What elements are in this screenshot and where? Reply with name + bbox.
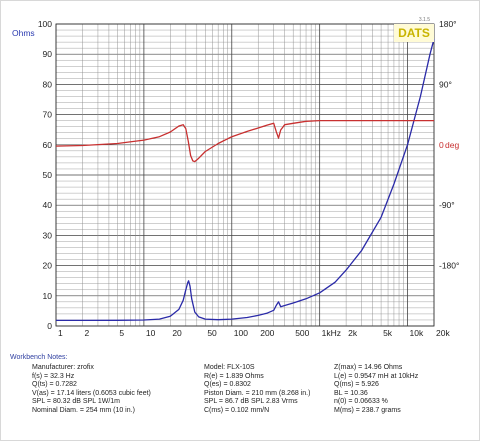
plot-border (55, 23, 435, 327)
dats-badge: DATS 3.1.5 (394, 17, 434, 42)
y2-tick-label: 0 (439, 140, 444, 150)
y2-tick-label: 180° (439, 19, 457, 29)
y-tick-label: 20 (43, 261, 53, 271)
notes-column-2: Model: FLX-10S R(e) = 1.839 Ohms Q(es) =… (204, 364, 310, 416)
y-tick-label: 0 (47, 321, 52, 331)
note-line: C(ms) = 0.102 mm/N (204, 406, 270, 414)
y-tick-label: 10 (43, 291, 53, 301)
x-tick-label: 100 (234, 328, 248, 338)
note-line: Z(max) = 14.96 Ohms (334, 364, 403, 371)
x-tick-label: 5k (383, 328, 393, 338)
x-tick-label: 1 (58, 328, 63, 338)
x-tick-label: 2 (84, 328, 89, 338)
note-line: Piston Diam. = 210 mm (8.268 in.) (204, 389, 311, 397)
note-line: Nominal Diam. = 254 mm (10 in.) (32, 406, 135, 414)
y-tick-label: 100 (38, 19, 52, 29)
x-tick-label: 10k (410, 328, 424, 338)
x-tick-label: 5 (119, 328, 124, 338)
x-tick-label: 20 (172, 328, 182, 338)
x-tick-label: 10 (146, 328, 156, 338)
phase-curve (55, 119, 434, 163)
x-tick-label: 20k (436, 328, 450, 338)
y-tick-label: 40 (43, 200, 53, 210)
note-line: n(0) = 0.06633 % (334, 398, 388, 406)
note-line: Model: FLX-10S (204, 364, 255, 371)
note-line: SPL = 80.32 dB SPL 1W/1m (32, 398, 121, 406)
note-line: Manufacturer: zrofix (32, 364, 94, 371)
notes-column-3: Z(max) = 14.96 Ohms L(e) = 0.9547 mH at … (334, 364, 418, 416)
y-tick-label: 90 (43, 49, 53, 59)
grid (55, 23, 435, 327)
x-tick-label: 500 (295, 328, 309, 338)
notes-title: Workbench Notes: (10, 354, 68, 361)
workbench-notes: Workbench Notes: Manufacturer: zrofix f(… (0, 352, 480, 441)
x-tick-label: 2k (348, 328, 358, 338)
y2-tick-label: -90° (439, 200, 455, 210)
impedance-curve (56, 38, 435, 322)
note-line: f(s) = 32.3 Hz (32, 372, 75, 380)
dats-badge-text: DATS (398, 26, 430, 40)
note-line: V(as) = 17.14 liters (0.6053 cubic feet) (32, 389, 151, 397)
axes: Ohms 0 10 20 30 40 50 60 70 80 90 100 1 2 5 10 20 50 100 2… (12, 19, 459, 338)
series-layer (55, 38, 435, 322)
note-line: L(e) = 0.9547 mH at 10kHz (334, 372, 419, 380)
version-label: 3.1.5 (419, 17, 430, 23)
y-tick-label: 80 (43, 79, 53, 89)
y2-tick-label: -180° (439, 261, 459, 271)
note-line: M(ms) = 238.7 grams (334, 406, 401, 414)
notes-column-1: Manufacturer: zrofix f(s) = 32.3 Hz Q(ts… (32, 364, 151, 416)
note-line: BL = 10.36 (334, 389, 368, 397)
note-line: R(e) = 1.839 Ohms (204, 372, 264, 380)
y-tick-label: 70 (43, 110, 53, 120)
y-axis-label: Ohms (12, 28, 35, 38)
impedance-phase-chart: Ohms 0 10 20 30 40 50 60 70 80 90 100 1 2 5 10 20 50 100 2… (12, 17, 459, 338)
y-tick-label: 30 (43, 230, 53, 240)
x-tick-label: 1kHz (322, 328, 341, 338)
x-tick-label: 50 (207, 328, 217, 338)
y2-axis-label: deg (445, 140, 459, 150)
x-tick-label: 200 (260, 328, 274, 338)
y-tick-label: 50 (43, 170, 53, 180)
note-line: Q(es) = 0.8302 (204, 381, 251, 389)
y2-tick-label: 90° (439, 79, 452, 89)
note-line: SPL = 86.7 dB SPL 2.83 Vrms (204, 398, 298, 406)
note-line: Q(ts) = 0.7282 (32, 381, 77, 389)
y-tick-label: 60 (43, 140, 53, 150)
dats-badge-box (394, 24, 434, 42)
note-line: Q(ms) = 5.926 (334, 381, 379, 389)
